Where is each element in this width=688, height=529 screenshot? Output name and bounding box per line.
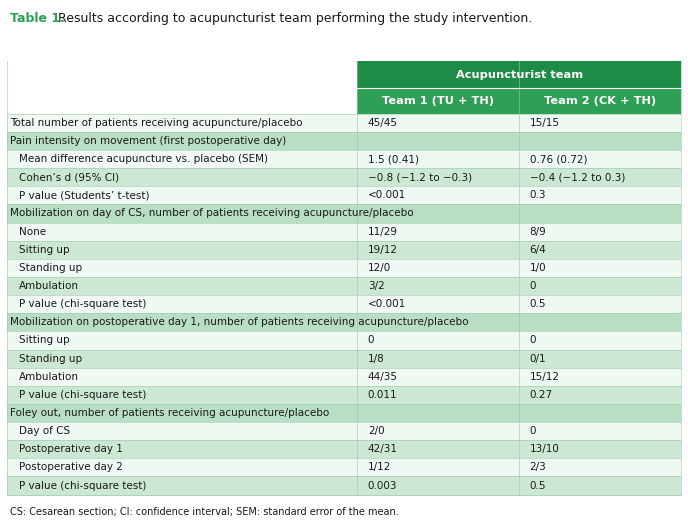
Text: 0.003: 0.003 (368, 480, 397, 490)
Bar (7, 458, 681, 477)
Bar (7, 150, 681, 168)
Text: P value (Students’ t-test): P value (Students’ t-test) (19, 190, 150, 200)
Bar (7, 277, 681, 295)
Text: −0.4 (−1.2 to 0.3): −0.4 (−1.2 to 0.3) (530, 172, 625, 182)
Text: 13/10: 13/10 (530, 444, 559, 454)
Text: 11/29: 11/29 (368, 226, 398, 236)
Bar (7, 295, 681, 313)
Bar (7, 204, 681, 223)
Text: CS: Cesarean section; CI: confidence interval; SEM: standard error of the mean.: CS: Cesarean section; CI: confidence int… (10, 507, 399, 517)
Text: Postoperative day 1: Postoperative day 1 (19, 444, 123, 454)
Text: −0.8 (−1.2 to −0.3): −0.8 (−1.2 to −0.3) (368, 172, 472, 182)
Text: 1.5 (0.41): 1.5 (0.41) (368, 154, 419, 164)
Bar (7, 114, 681, 132)
Bar (7, 168, 681, 186)
Bar (7, 223, 681, 241)
Text: Team 2 (CK + TH): Team 2 (CK + TH) (544, 96, 656, 106)
Text: 6/4: 6/4 (530, 245, 546, 255)
Text: P value (chi-square test): P value (chi-square test) (19, 299, 147, 309)
Bar (7, 404, 681, 422)
Text: 2/0: 2/0 (368, 426, 385, 436)
Text: Mobilization on day of CS, number of patients receiving acupuncture/placebo: Mobilization on day of CS, number of pat… (10, 208, 414, 218)
Text: Acupuncturist team: Acupuncturist team (455, 70, 583, 79)
Text: 0.3: 0.3 (530, 190, 546, 200)
Text: 42/31: 42/31 (368, 444, 398, 454)
Text: 19/12: 19/12 (368, 245, 398, 255)
Text: 0.27: 0.27 (530, 390, 552, 400)
Text: 0.5: 0.5 (530, 480, 546, 490)
Text: Postoperative day 2: Postoperative day 2 (19, 462, 123, 472)
Text: 0: 0 (368, 335, 374, 345)
Text: 0/1: 0/1 (530, 353, 546, 363)
Text: 8/9: 8/9 (530, 226, 546, 236)
Text: Ambulation: Ambulation (19, 372, 79, 382)
Text: P value (chi-square test): P value (chi-square test) (19, 480, 147, 490)
Bar (7, 241, 681, 259)
Bar (7, 186, 681, 204)
Text: P value (chi-square test): P value (chi-square test) (19, 390, 147, 400)
Text: Sitting up: Sitting up (19, 245, 70, 255)
Text: <0.001: <0.001 (368, 299, 406, 309)
Bar (7, 440, 681, 458)
Text: <0.001: <0.001 (368, 190, 406, 200)
Text: 44/35: 44/35 (368, 372, 398, 382)
Text: 15/12: 15/12 (530, 372, 559, 382)
Text: Ambulation: Ambulation (19, 281, 79, 291)
Text: Mobilization on postoperative day 1, number of patients receiving acupuncture/pl: Mobilization on postoperative day 1, num… (10, 317, 469, 327)
Text: Standing up: Standing up (19, 263, 83, 273)
Bar (519, 88, 681, 114)
Text: Results according to acupuncturist team performing the study intervention.: Results according to acupuncturist team … (58, 12, 533, 25)
Text: 0: 0 (530, 281, 536, 291)
Text: 1/0: 1/0 (530, 263, 546, 273)
Text: 15/15: 15/15 (530, 118, 559, 128)
Text: 0: 0 (530, 335, 536, 345)
Text: 2/3: 2/3 (530, 462, 546, 472)
Bar (358, 88, 519, 114)
Text: 0: 0 (530, 426, 536, 436)
Bar (7, 477, 681, 495)
Bar (358, 61, 681, 88)
Text: Standing up: Standing up (19, 353, 83, 363)
Text: Team 1 (TU + TH): Team 1 (TU + TH) (383, 96, 495, 106)
Text: 0.5: 0.5 (530, 299, 546, 309)
Text: 0.76 (0.72): 0.76 (0.72) (530, 154, 587, 164)
Bar (7, 386, 681, 404)
Text: 12/0: 12/0 (368, 263, 391, 273)
Text: 1/12: 1/12 (368, 462, 391, 472)
Text: 1/8: 1/8 (368, 353, 385, 363)
Bar (7, 368, 681, 386)
Text: Day of CS: Day of CS (19, 426, 70, 436)
Text: 45/45: 45/45 (368, 118, 398, 128)
Text: Sitting up: Sitting up (19, 335, 70, 345)
Text: Table 1.: Table 1. (10, 12, 65, 25)
Text: Total number of patients receiving acupuncture/placebo: Total number of patients receiving acupu… (10, 118, 303, 128)
Bar (7, 132, 681, 150)
Bar (7, 259, 681, 277)
Text: 3/2: 3/2 (368, 281, 385, 291)
Bar (7, 331, 681, 350)
Bar (7, 422, 681, 440)
Text: Cohen’s d (95% CI): Cohen’s d (95% CI) (19, 172, 120, 182)
Text: None: None (19, 226, 46, 236)
Text: Pain intensity on movement (first postoperative day): Pain intensity on movement (first postop… (10, 136, 287, 146)
Text: Mean difference acupuncture vs. placebo (SEM): Mean difference acupuncture vs. placebo … (19, 154, 268, 164)
Bar (7, 313, 681, 331)
Text: 0.011: 0.011 (368, 390, 398, 400)
Bar (7, 350, 681, 368)
Text: Foley out, number of patients receiving acupuncture/placebo: Foley out, number of patients receiving … (10, 408, 330, 418)
